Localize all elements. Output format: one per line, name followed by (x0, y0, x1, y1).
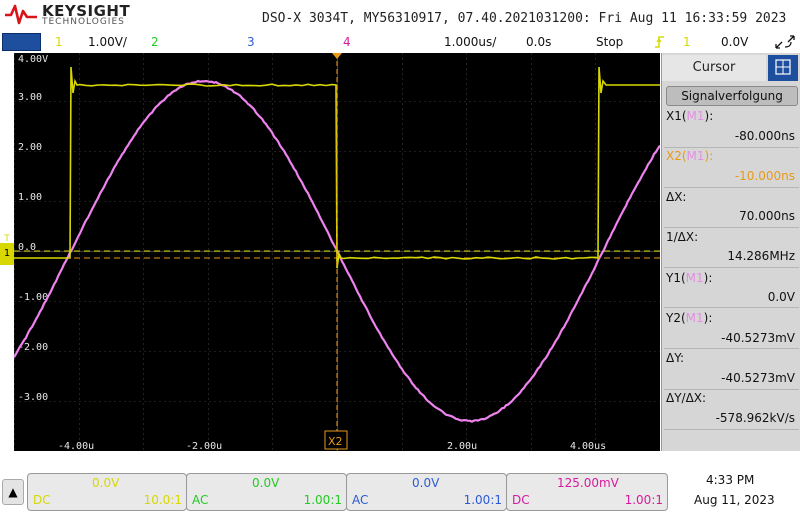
x1-source[interactable]: M1 (687, 109, 705, 123)
trigger-level[interactable]: 0.0V (721, 35, 748, 49)
y2-label-row: Y2(M1): (666, 311, 712, 325)
delay[interactable]: 0.0s (526, 35, 551, 49)
ch4-coupling: DC (512, 493, 530, 507)
waveform-canvas[interactable]: 4.00V 3.00 2.00 1.00 0.0 -1.00 -2.00 -3.… (14, 53, 660, 451)
y2-label-close: ): (704, 311, 713, 325)
y-tick-label: -3.00 (18, 392, 48, 403)
ch1-ground-marker[interactable]: 1 (0, 243, 14, 265)
panel-grid-tab[interactable] (768, 55, 798, 81)
x2-label-close: ): (705, 149, 714, 163)
header: KEYSIGHT TECHNOLOGIES DSO-X 3034T, MY563… (0, 0, 800, 30)
cursor-mode-button[interactable]: Signalverfolgung (666, 86, 798, 106)
timebase[interactable]: 1.000us/ (444, 35, 496, 49)
status-bar: 1 1.00V/ 2 3 4 1.000us/ 0.0s Stop 1 0.0V (0, 31, 800, 53)
y2-source[interactable]: M1 (686, 311, 704, 325)
cursor-panel: Cursor Signalverfolgung X1(M1): -80.000n… (661, 53, 800, 451)
dx-label: ΔX: (666, 190, 686, 204)
ch2-info-box[interactable]: 0.0V AC 1.00:1 (186, 473, 347, 511)
expand-button[interactable]: ▲ (2, 479, 24, 505)
channel-menu-button[interactable] (2, 33, 41, 51)
y-axis-labels: 4.00V 3.00 2.00 1.00 0.0 -1.00 -2.00 -3.… (18, 54, 48, 403)
grid-icon (768, 55, 798, 81)
x-tick-label: 4.00us (570, 441, 606, 451)
ch4-offset: 125.00mV (557, 476, 619, 490)
ch3-info-box[interactable]: 0.0V AC 1.00:1 (346, 473, 507, 511)
divider (664, 307, 799, 308)
x2-source[interactable]: M1 (687, 149, 705, 163)
x-tick-label: -2.00u (186, 441, 222, 451)
x2-value: -10.000ns (735, 169, 795, 183)
ch1-info-box[interactable]: 0.0V DC 10.0:1 (27, 473, 187, 511)
y-tick-label: 4.00V (18, 54, 48, 65)
ch4-probe: 1.00:1 (625, 493, 663, 507)
y-tick-label: 3.00 (18, 92, 42, 103)
x1-value: -80.000ns (735, 129, 795, 143)
y1-label-close: ): (704, 271, 713, 285)
waveform-display[interactable]: 4.00V 3.00 2.00 1.00 0.0 -1.00 -2.00 -3.… (14, 53, 660, 451)
trigger-position-marker (332, 53, 342, 59)
x2-label: X2( (666, 149, 687, 163)
divider (664, 147, 799, 148)
keysight-logo-icon (4, 3, 38, 25)
y-tick-label: 2.00 (18, 142, 42, 153)
ch1-probe: 10.0:1 (144, 493, 182, 507)
ch1-scale[interactable]: 1.00V/ (88, 35, 127, 49)
tab-cursor[interactable]: Cursor (662, 55, 766, 81)
trigger-source[interactable]: 1 (683, 35, 691, 49)
divider (664, 267, 799, 268)
dx-value: 70.000ns (739, 209, 795, 223)
brand-subtitle: TECHNOLOGIES (42, 17, 125, 27)
ch2-coupling: AC (192, 493, 208, 507)
dy-label: ΔY: (666, 351, 684, 365)
divider (664, 348, 799, 349)
y-tick-label: 1.00 (18, 192, 42, 203)
run-state[interactable]: Stop (596, 35, 623, 49)
y2-label: Y2( (666, 311, 686, 325)
dy-dx-label: ΔY/ΔX: (666, 391, 706, 405)
y-tick-label: -1.00 (18, 292, 48, 303)
y2-value: -40.5273mV (721, 331, 795, 345)
divider (664, 187, 799, 188)
x-tick-label: 2.00u (447, 441, 477, 451)
x-tick-label: -4.00u (58, 441, 94, 451)
window-title: DSO-X 3034T, MY56310917, 07.40.202103120… (262, 11, 786, 26)
clock-date: Aug 11, 2023 (694, 493, 775, 507)
ch1-coupling: DC (33, 493, 51, 507)
ch2-offset: 0.0V (252, 476, 279, 490)
ch3-coupling: AC (352, 493, 368, 507)
x2-label-row: X2(M1): (666, 149, 713, 163)
trigger-edge-icon[interactable] (654, 34, 666, 50)
ch2-number[interactable]: 2 (151, 35, 159, 49)
inv-dx-label: 1/ΔX: (666, 230, 698, 244)
x1-label: X1( (666, 109, 687, 123)
y1-source[interactable]: M1 (686, 271, 704, 285)
ch3-number[interactable]: 3 (247, 35, 255, 49)
divider (664, 389, 799, 390)
zoom-arrows-icon[interactable] (773, 33, 797, 51)
divider (664, 429, 799, 430)
y1-label-row: Y1(M1): (666, 271, 712, 285)
y1-label: Y1( (666, 271, 686, 285)
inv-dx-value: 14.286MHz (727, 249, 795, 263)
ch1-offset: 0.0V (92, 476, 119, 490)
arrow-up-icon: ▲ (8, 485, 17, 499)
ch4-number[interactable]: 4 (343, 35, 351, 49)
dy-value: -40.5273mV (721, 371, 795, 385)
y1-value: 0.0V (768, 290, 795, 304)
x1-label-close: ): (705, 109, 714, 123)
dy-dx-value: -578.962kV/s (716, 411, 795, 425)
cursor-x2-label[interactable]: X2 (328, 435, 343, 448)
clock-time: 4:33 PM (706, 473, 754, 487)
divider (664, 227, 799, 228)
ch2-probe: 1.00:1 (304, 493, 342, 507)
x1-label-row: X1(M1): (666, 109, 713, 123)
ch1-number[interactable]: 1 (55, 35, 63, 49)
trigger-level-marker[interactable]: T (2, 234, 12, 244)
ch4-info-box[interactable]: 125.00mV DC 1.00:1 (506, 473, 668, 511)
ch3-probe: 1.00:1 (464, 493, 502, 507)
ch3-offset: 0.0V (412, 476, 439, 490)
